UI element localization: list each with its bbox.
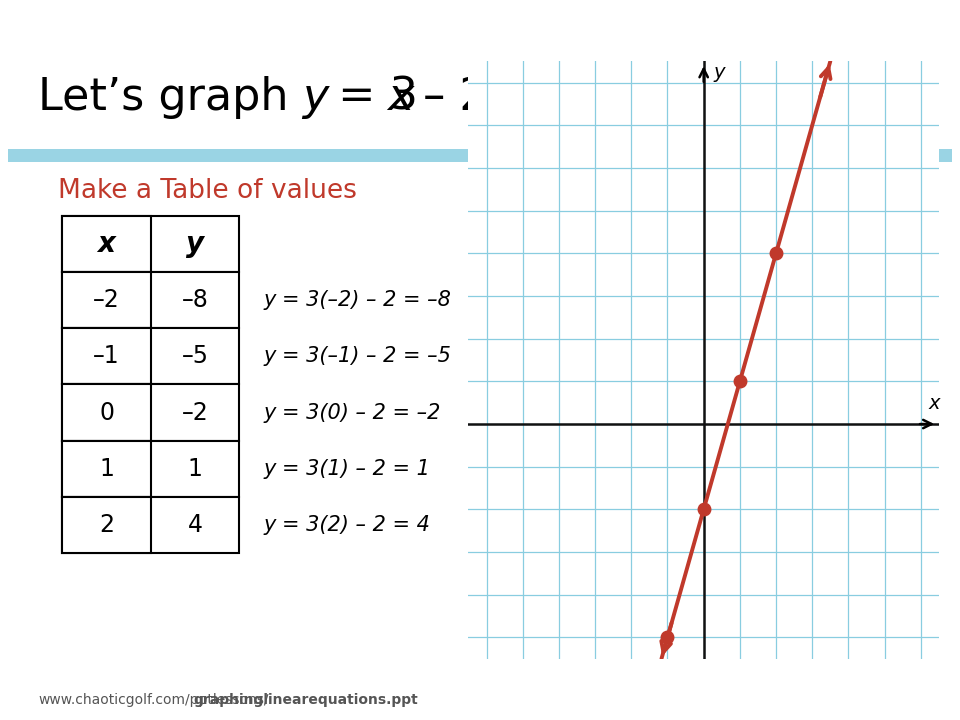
Text: 1: 1	[187, 456, 203, 481]
Bar	[62, 328, 239, 384]
Text: –2: –2	[93, 288, 120, 312]
Text: $y$: $y$	[712, 66, 727, 84]
Text: 1: 1	[99, 456, 114, 481]
Text: 0: 0	[99, 400, 114, 425]
Text: y = 3(2) – 2 = 4: y = 3(2) – 2 = 4	[263, 515, 430, 535]
Text: x: x	[387, 76, 413, 119]
Text: graphinglinearequations.ppt: graphinglinearequations.ppt	[193, 693, 418, 707]
Text: y = 3(–2) – 2 = –8: y = 3(–2) – 2 = –8	[263, 290, 451, 310]
Bar	[8, 149, 952, 162]
Text: Make a Table of values: Make a Table of values	[58, 178, 356, 204]
Text: – 2: – 2	[409, 76, 488, 119]
Text: y: y	[302, 76, 328, 119]
Bar	[62, 272, 239, 328]
Text: y: y	[186, 230, 204, 258]
Text: 4: 4	[187, 513, 203, 537]
Bar	[62, 272, 151, 328]
Bar	[62, 384, 151, 441]
Text: –1: –1	[93, 344, 120, 369]
Bar	[62, 441, 239, 497]
Text: –8: –8	[181, 288, 208, 312]
Bar	[62, 441, 151, 497]
Bar	[62, 216, 151, 272]
Bar	[62, 216, 239, 272]
Text: Let’s graph: Let’s graph	[38, 76, 317, 119]
Text: x: x	[98, 230, 115, 258]
Text: –2: –2	[181, 400, 208, 425]
Bar	[62, 384, 239, 441]
Bar	[62, 497, 151, 553]
Text: y = 3(1) – 2 = 1: y = 3(1) – 2 = 1	[263, 459, 430, 479]
Text: = 3: = 3	[324, 76, 419, 119]
Text: $x$: $x$	[928, 395, 943, 413]
Bar	[62, 328, 151, 384]
Bar	[62, 497, 239, 553]
Text: 2: 2	[99, 513, 114, 537]
Text: y = 3(0) – 2 = –2: y = 3(0) – 2 = –2	[263, 402, 441, 423]
Text: www.chaoticgolf.com/pptlessons/: www.chaoticgolf.com/pptlessons/	[38, 693, 269, 707]
Text: –5: –5	[181, 344, 208, 369]
Text: y = 3(–1) – 2 = –5: y = 3(–1) – 2 = –5	[263, 346, 451, 366]
